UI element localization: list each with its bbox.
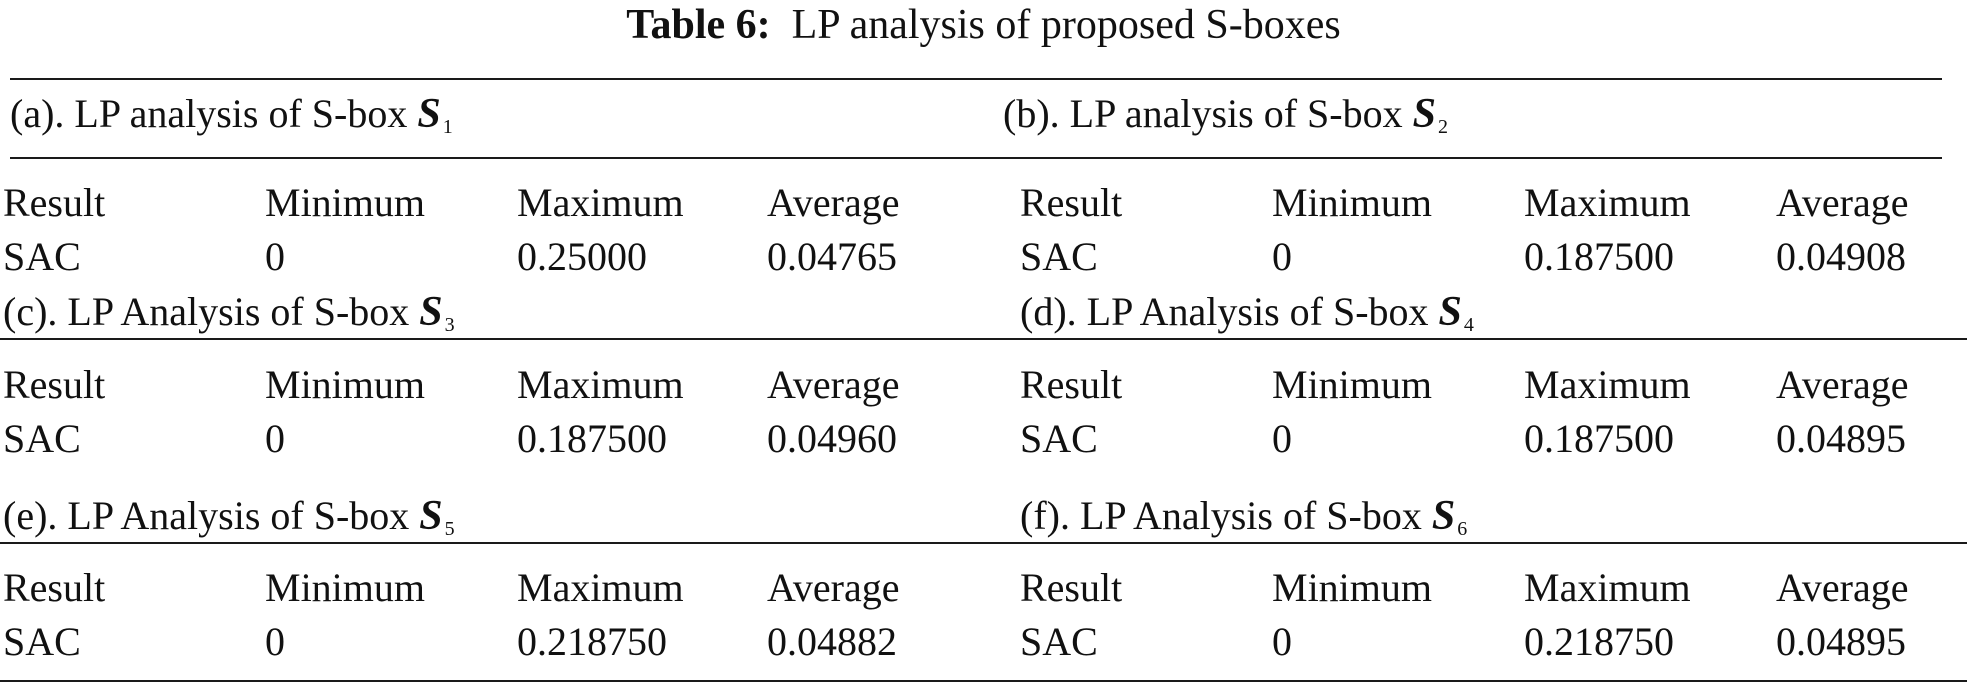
panel-b-cell-average: 0.04908: [1776, 234, 1906, 279]
panel-d-header-maximum: Maximum: [1524, 362, 1691, 407]
panels-ef-rule: [0, 542, 1967, 544]
panel-c-header-result: Result: [3, 362, 106, 407]
sbox-subscript: 3: [444, 314, 455, 336]
panel-e-header-maximum: Maximum: [517, 565, 684, 610]
sbox-subscript: 2: [1437, 116, 1448, 138]
panel-a-header-minimum: Minimum: [265, 180, 426, 225]
panel-title-text: (a). LP analysis of S-box: [10, 91, 408, 136]
panel-e-cell-result: SAC: [3, 619, 81, 664]
panel-title-text: (d). LP Analysis of S-box: [1020, 289, 1429, 334]
panel-title-text: (c). LP Analysis of S-box: [3, 289, 410, 334]
panel-d-cell-maximum: 0.187500: [1524, 416, 1674, 461]
sbox-subscript: 5: [444, 518, 455, 540]
top-rule: [10, 78, 1942, 80]
sbox-symbol: S: [419, 289, 443, 335]
caption-text: LP analysis of proposed S-boxes: [791, 2, 1341, 48]
caption-label: Table 6:: [626, 2, 771, 48]
panel-f-cell-result: SAC: [1020, 619, 1098, 664]
panel-f-cell-minimum: 0: [1272, 619, 1292, 664]
sbox-subscript: 1: [442, 116, 453, 138]
panel-a-header-average: Average: [767, 180, 900, 225]
panel-b-cell-minimum: 0: [1272, 234, 1292, 279]
panel-f-header-minimum: Minimum: [1272, 565, 1433, 610]
sbox-subscript: 6: [1457, 518, 1468, 540]
panel-a-cell-maximum: 0.25000: [517, 234, 647, 279]
sbox-symbol: S: [419, 493, 443, 539]
panel-d-header-result: Result: [1020, 362, 1123, 407]
panel-c-cell-maximum: 0.187500: [517, 416, 667, 461]
panel-b-header-minimum: Minimum: [1272, 180, 1433, 225]
panel-c-header-average: Average: [767, 362, 900, 407]
panel-c-cell-minimum: 0: [265, 416, 285, 461]
panel-d-cell-result: SAC: [1020, 416, 1098, 461]
panel-d-header-minimum: Minimum: [1272, 362, 1433, 407]
panel-b-cell-result: SAC: [1020, 234, 1098, 279]
panel-title-text: (f). LP Analysis of S-box: [1020, 493, 1422, 538]
panels-ab-rule: [10, 157, 1942, 159]
sbox-symbol: S: [417, 91, 441, 137]
panel-f-header-average: Average: [1776, 565, 1909, 610]
panel-c-cell-average: 0.04960: [767, 416, 897, 461]
panel-d-header-average: Average: [1776, 362, 1909, 407]
bottom-rule: [0, 680, 1967, 682]
panel-a-cell-average: 0.04765: [767, 234, 897, 279]
panel-e-cell-average: 0.04882: [767, 619, 897, 664]
table-caption: Table 6: LP analysis of proposed S-boxes: [0, 0, 1967, 48]
panel-e-cell-maximum: 0.218750: [517, 619, 667, 664]
panel-f-header-maximum: Maximum: [1524, 565, 1691, 610]
sbox-subscript: 4: [1463, 314, 1474, 336]
panel-a-header-maximum: Maximum: [517, 180, 684, 225]
panel-a-cell-result: SAC: [3, 234, 81, 279]
panel-d-cell-average: 0.04895: [1776, 416, 1906, 461]
panel-d-cell-minimum: 0: [1272, 416, 1292, 461]
panel-c-header-minimum: Minimum: [265, 362, 426, 407]
panel-a-cell-minimum: 0: [265, 234, 285, 279]
panel-title-text: (e). LP Analysis of S-box: [3, 493, 410, 538]
panel-e-header-result: Result: [3, 565, 106, 610]
panel-f-cell-maximum: 0.218750: [1524, 619, 1674, 664]
panel-f-header-result: Result: [1020, 565, 1123, 610]
panels-cd-rule: [0, 338, 1967, 340]
panel-a-header-result: Result: [3, 180, 106, 225]
panel-b-header-result: Result: [1020, 180, 1123, 225]
panel-title-text: (b). LP analysis of S-box: [1003, 91, 1403, 136]
panel-c-cell-result: SAC: [3, 416, 81, 461]
panel-c-header-maximum: Maximum: [517, 362, 684, 407]
panel-f-cell-average: 0.04895: [1776, 619, 1906, 664]
panel-b-header-maximum: Maximum: [1524, 180, 1691, 225]
sbox-symbol: S: [1412, 91, 1436, 137]
panel-b-cell-maximum: 0.187500: [1524, 234, 1674, 279]
panel-e-header-minimum: Minimum: [265, 565, 426, 610]
panel-e-cell-minimum: 0: [265, 619, 285, 664]
sbox-symbol: S: [1431, 493, 1456, 539]
panel-b-header-average: Average: [1776, 180, 1909, 225]
sbox-symbol: S: [1438, 289, 1462, 335]
panel-e-header-average: Average: [767, 565, 900, 610]
